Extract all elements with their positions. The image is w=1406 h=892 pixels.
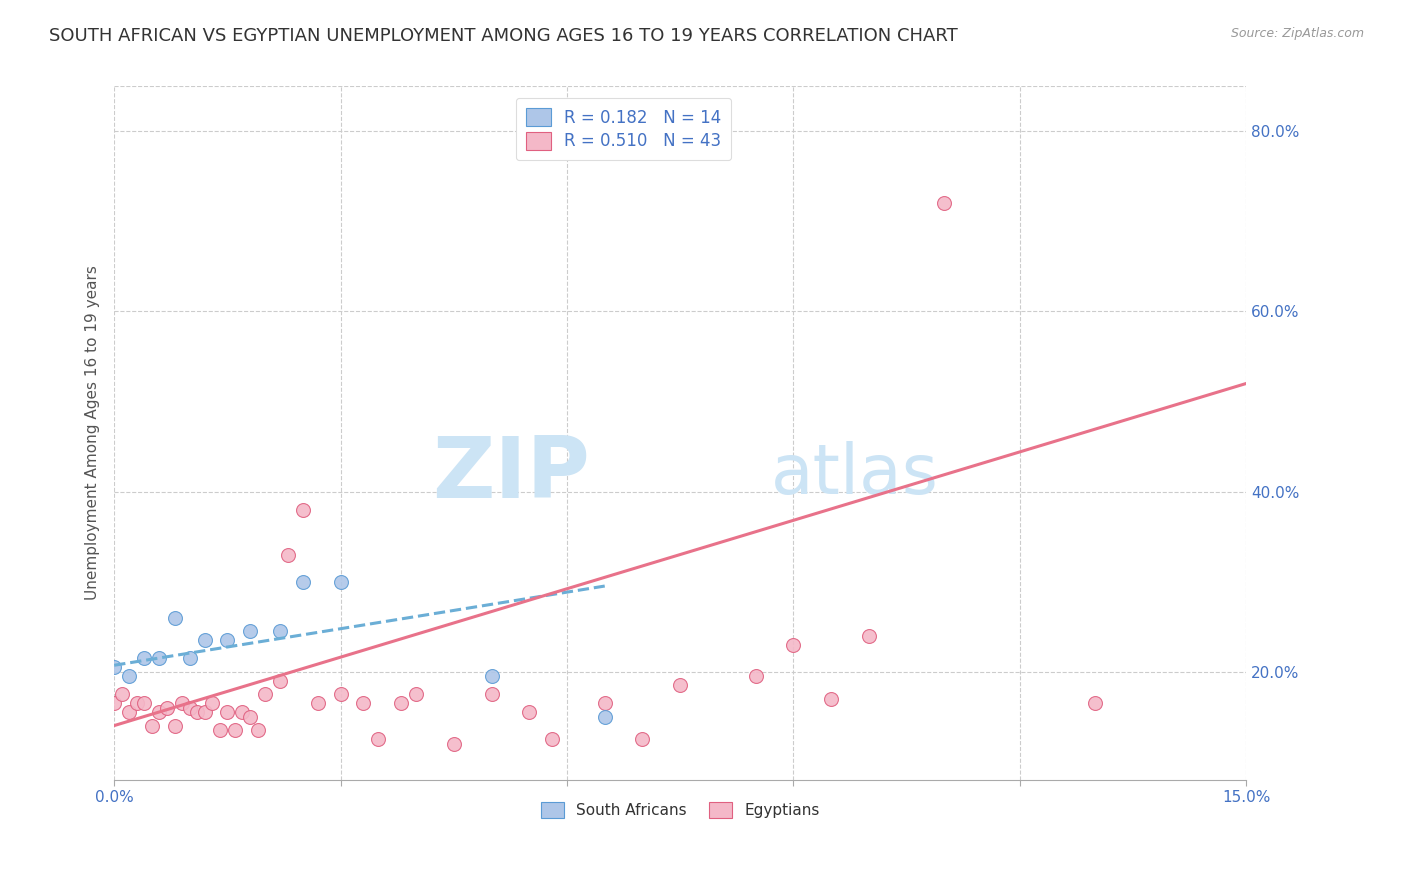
Point: [541, 732, 564, 747]
Point: [208, 723, 231, 737]
Point: [481, 669, 503, 683]
Point: [194, 633, 217, 648]
Point: [820, 691, 842, 706]
Point: [118, 705, 141, 719]
Point: [481, 687, 503, 701]
Point: [194, 705, 217, 719]
Point: [744, 669, 766, 683]
Point: [134, 651, 156, 665]
Point: [118, 669, 141, 683]
Point: [125, 696, 148, 710]
Y-axis label: Unemployment Among Ages 16 to 19 years: Unemployment Among Ages 16 to 19 years: [86, 266, 100, 600]
Point: [782, 638, 804, 652]
Point: [291, 502, 314, 516]
Point: [103, 696, 125, 710]
Point: [103, 660, 125, 674]
Point: [239, 624, 262, 638]
Point: [269, 624, 291, 638]
Legend: South Africans, Egyptians: South Africans, Egyptians: [534, 796, 825, 824]
Point: [1084, 696, 1107, 710]
Point: [329, 687, 352, 701]
Point: [148, 651, 170, 665]
Point: [669, 678, 692, 692]
Point: [593, 696, 616, 710]
Text: SOUTH AFRICAN VS EGYPTIAN UNEMPLOYMENT AMONG AGES 16 TO 19 YEARS CORRELATION CHA: SOUTH AFRICAN VS EGYPTIAN UNEMPLOYMENT A…: [49, 27, 957, 45]
Point: [352, 696, 374, 710]
Point: [858, 629, 880, 643]
Point: [934, 196, 956, 211]
Point: [443, 737, 465, 751]
Point: [329, 574, 352, 589]
Point: [307, 696, 329, 710]
Point: [148, 705, 170, 719]
Point: [141, 718, 163, 732]
Point: [231, 705, 253, 719]
Point: [239, 709, 262, 723]
Point: [277, 548, 299, 562]
Point: [217, 705, 239, 719]
Text: atlas: atlas: [770, 441, 939, 508]
Point: [246, 723, 269, 737]
Point: [593, 709, 616, 723]
Point: [156, 700, 179, 714]
Point: [163, 610, 186, 624]
Point: [179, 700, 201, 714]
Point: [367, 732, 389, 747]
Point: [405, 687, 427, 701]
Text: ZIP: ZIP: [432, 434, 589, 516]
Text: Source: ZipAtlas.com: Source: ZipAtlas.com: [1230, 27, 1364, 40]
Point: [134, 696, 156, 710]
Point: [172, 696, 194, 710]
Point: [163, 718, 186, 732]
Point: [389, 696, 412, 710]
Point: [269, 673, 291, 688]
Point: [631, 732, 654, 747]
Point: [201, 696, 224, 710]
Point: [517, 705, 540, 719]
Point: [111, 687, 134, 701]
Point: [179, 651, 201, 665]
Point: [217, 633, 239, 648]
Point: [291, 574, 314, 589]
Point: [254, 687, 277, 701]
Point: [186, 705, 208, 719]
Point: [224, 723, 246, 737]
